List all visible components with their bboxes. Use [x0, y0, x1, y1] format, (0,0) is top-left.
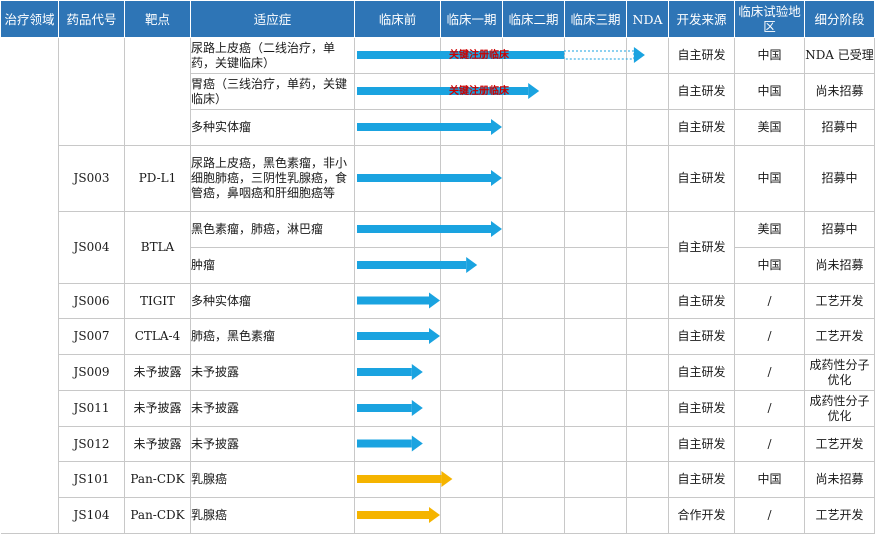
sub-stage: 尚未招募	[804, 461, 875, 498]
trial-region: 中国	[734, 37, 805, 74]
drug-code: JS104	[58, 497, 125, 534]
drug-target: PD-L1	[124, 145, 191, 212]
header-region: 临床试验地区	[734, 0, 805, 38]
table-row: JS011 未予披露 未予披露 自主研发 / 成药性分子优化	[1, 390, 875, 427]
dev-source: 自主研发	[668, 73, 735, 110]
drug-target: Pan-CDK	[124, 497, 191, 534]
drug-code: JS009	[58, 354, 125, 391]
trial-region: /	[734, 390, 805, 427]
table-row: 尿路上皮癌（二线治疗，单药，关键临床） 自主研发 中国 NDA 已受理	[0, 37, 875, 534]
indication: 黑色素瘤，肺癌，淋巴瘤	[190, 211, 355, 248]
header-phase3: 临床三期	[564, 0, 627, 38]
header-indication: 适应症	[190, 0, 355, 38]
sub-stage: NDA 已受理	[804, 37, 875, 74]
drug-target: 未予披露	[124, 354, 191, 391]
dev-source: 自主研发	[668, 390, 735, 427]
indication: 尿路上皮癌，黑色素瘤，非小细胞肺癌，三阴性乳腺癌，食管癌，鼻咽癌和肝细胞癌等	[190, 145, 355, 212]
trial-region: 美国	[734, 211, 805, 248]
drug-target: 未予披露	[124, 390, 191, 427]
header-source: 开发来源	[668, 0, 735, 38]
drug-code: JS004	[58, 211, 125, 284]
drug-code: JS011	[58, 390, 125, 427]
dev-source: 自主研发	[668, 283, 735, 319]
sub-stage: 招募中	[804, 109, 875, 146]
trial-region: /	[734, 497, 805, 534]
drug-code: JS101	[58, 461, 125, 498]
indication: 多种实体瘤	[190, 109, 355, 146]
header-nda: NDA	[626, 0, 669, 38]
table-row: JS101 Pan-CDK 乳腺癌 自主研发 中国 尚未招募	[1, 461, 875, 498]
dev-source: 自主研发	[668, 211, 735, 284]
trial-region: 中国	[734, 461, 805, 498]
trial-region: /	[734, 283, 805, 319]
trial-region: 美国	[734, 109, 805, 146]
drug-target: BTLA	[124, 211, 191, 284]
dev-source: 自主研发	[668, 426, 735, 462]
indication: 乳腺癌	[190, 497, 355, 534]
header-phase2: 临床二期	[502, 0, 565, 38]
sub-stage: 尚未招募	[804, 247, 875, 284]
trial-region: 中国	[734, 145, 805, 212]
drug-target	[124, 37, 191, 146]
area-cell	[0, 37, 59, 534]
table-row: JS009 未予披露 未予披露 自主研发 / 成药性分子优化	[1, 354, 875, 391]
trial-region: 中国	[734, 247, 805, 284]
sub-stage: 成药性分子优化	[804, 390, 875, 427]
sub-stage: 招募中	[804, 211, 875, 248]
trial-region: /	[734, 354, 805, 391]
table-row: JS003 PD-L1 尿路上皮癌，黑色素瘤，非小细胞肺癌，三阴性乳腺癌，食管癌…	[1, 145, 875, 212]
trial-region: 中国	[734, 73, 805, 110]
sub-stage: 工艺开发	[804, 426, 875, 462]
table-row: JS006 TIGIT 多种实体瘤 自主研发 / 工艺开发	[1, 283, 875, 319]
header-target: 靶点	[124, 0, 191, 38]
indication: 肺癌，黑色素瘤	[190, 318, 355, 355]
header-area: 治疗领域	[0, 0, 59, 38]
drug-code: JS007	[58, 318, 125, 355]
dev-source: 自主研发	[668, 354, 735, 391]
indication: 胃癌（三线治疗，单药，关键临床）	[190, 73, 355, 110]
indication: 未予披露	[190, 354, 355, 391]
dev-source: 自主研发	[668, 109, 735, 146]
indication: 未予披露	[190, 390, 355, 427]
table-row: JS007 CTLA-4 肺癌，黑色素瘤 自主研发 / 工艺开发	[1, 318, 875, 355]
indication: 乳腺癌	[190, 461, 355, 498]
header-preclinical: 临床前	[354, 0, 441, 38]
indication: 肿瘤	[190, 247, 355, 284]
dev-source: 自主研发	[668, 318, 735, 355]
sub-stage: 工艺开发	[804, 283, 875, 319]
drug-code: JS006	[58, 283, 125, 319]
drug-target: Pan-CDK	[124, 461, 191, 498]
drug-code: JS012	[58, 426, 125, 462]
header-stage: 细分阶段	[804, 0, 875, 38]
sub-stage: 尚未招募	[804, 73, 875, 110]
sub-stage: 工艺开发	[804, 318, 875, 355]
indication: 尿路上皮癌（二线治疗，单药，关键临床）	[190, 37, 355, 74]
drug-target: CTLA-4	[124, 318, 191, 355]
sub-stage: 工艺开发	[804, 497, 875, 534]
header-code: 药品代号	[58, 0, 125, 38]
table-row: JS004 BTLA 黑色素瘤，肺癌，淋巴瘤 自主研发 美国 招募中	[1, 211, 875, 284]
drug-target: TIGIT	[124, 283, 191, 319]
indication: 多种实体瘤	[190, 283, 355, 319]
dev-source: 自主研发	[668, 37, 735, 74]
trial-region: /	[734, 318, 805, 355]
dev-source: 合作开发	[668, 497, 735, 534]
dev-source: 自主研发	[668, 461, 735, 498]
indication: 未予披露	[190, 426, 355, 462]
table-row: JS104 Pan-CDK 乳腺癌 合作开发 / 工艺开发	[1, 497, 875, 534]
sub-stage: 成药性分子优化	[804, 354, 875, 391]
header-row: 治疗领域 药品代号 靶点 适应症 临床前 临床一期 临床二期 临床三期 NDA …	[0, 0, 875, 38]
table-row: JS012 未予披露 未予披露 自主研发 / 工艺开发	[1, 426, 875, 462]
dev-source: 自主研发	[668, 145, 735, 212]
drug-target: 未予披露	[124, 426, 191, 462]
table-row: 多种实体瘤 自主研发 美国 招募中	[1, 109, 875, 146]
sub-stage: 招募中	[804, 145, 875, 212]
drug-code: JS003	[58, 145, 125, 212]
trial-region: /	[734, 426, 805, 462]
drug-code	[58, 37, 125, 146]
header-phase1: 临床一期	[440, 0, 503, 38]
